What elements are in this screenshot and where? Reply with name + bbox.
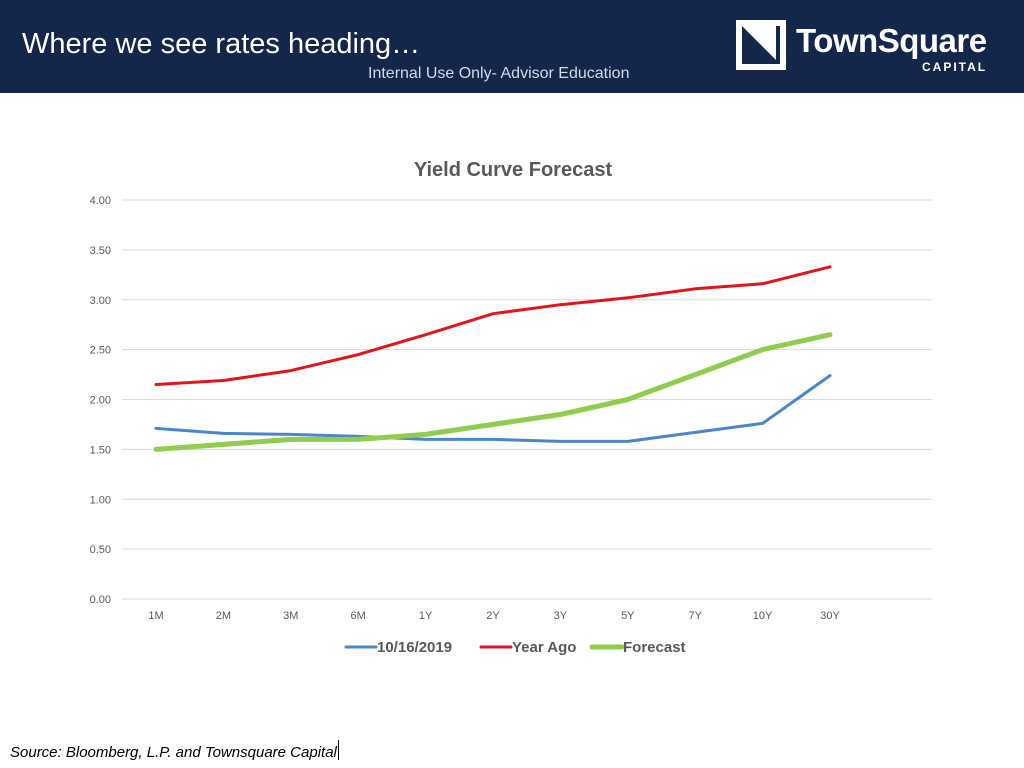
y-tick-label: 2.00 <box>90 395 111 407</box>
townsquare-logo: TownSquare CAPITAL <box>736 20 996 74</box>
legend-label-2: Year Ago <box>512 639 576 656</box>
logo-tagline: CAPITAL <box>922 60 988 74</box>
text-cursor <box>337 740 339 760</box>
x-tick-label: 1Y <box>419 610 433 622</box>
header-banner: Where we see rates heading… Internal Use… <box>0 0 1024 93</box>
chart-title: Yield Curve Forecast <box>414 159 613 181</box>
y-tick-label: 3.50 <box>90 245 111 257</box>
x-tick-label: 5Y <box>621 610 635 622</box>
x-tick-label: 30Y <box>820 610 840 622</box>
source-text: Source: Bloomberg, L.P. and Townsquare C… <box>10 744 337 761</box>
y-tick-label: 2.50 <box>90 345 111 357</box>
x-tick-label: 2Y <box>486 610 500 622</box>
x-tick-label: 7Y <box>688 610 702 622</box>
townsquare-logo-mark-icon <box>736 20 786 70</box>
y-tick-label: 1.50 <box>90 444 111 456</box>
x-tick-label: 2M <box>216 610 231 622</box>
x-tick-label: 10Y <box>753 610 773 622</box>
x-tick-label: 3Y <box>554 610 568 622</box>
y-tick-label: 4.00 <box>90 195 111 207</box>
y-tick-label: 0.50 <box>90 544 111 556</box>
x-tick-label: 3M <box>283 610 298 622</box>
x-tick-label: 1M <box>148 610 163 622</box>
series-line-1 <box>154 374 832 443</box>
source-footnote: Source: Bloomberg, L.P. and Townsquare C… <box>10 740 339 761</box>
x-tick-label: 6M <box>351 610 366 622</box>
legend-label-3: Forecast <box>623 639 686 656</box>
y-tick-label: 1.00 <box>90 494 111 506</box>
logo-name: TownSquare <box>796 22 987 59</box>
series-line-3 <box>153 332 833 452</box>
y-tick-label: 0.00 <box>90 594 111 606</box>
legend-label-1: 10/16/2019 <box>377 639 452 656</box>
series-line-2 <box>154 265 832 386</box>
yield-curve-chart: Yield Curve Forecast 0.00 0.50 1.00 1.50 2.00… <box>90 159 932 656</box>
slide-subtitle: Internal Use Only- Advisor Education <box>368 65 630 82</box>
y-tick-label: 3.00 <box>90 295 111 307</box>
slide-title: Where we see rates heading… <box>22 28 421 60</box>
